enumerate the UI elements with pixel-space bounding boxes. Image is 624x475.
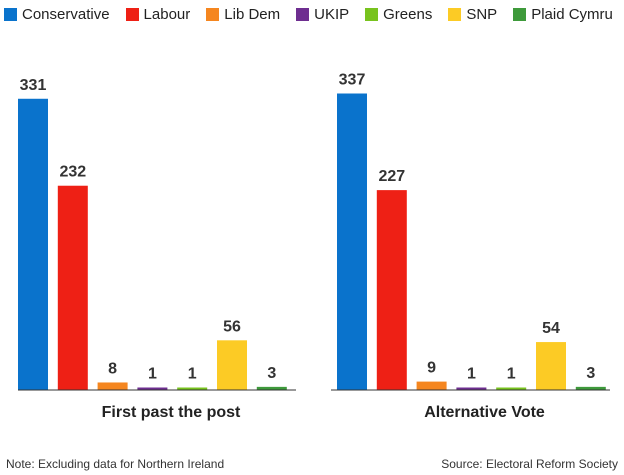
legend-item-plaid-cymru: Plaid Cymru	[513, 6, 613, 23]
legend-swatch	[125, 7, 139, 21]
legend-label: Conservative	[22, 5, 110, 23]
data-label: 232	[59, 164, 86, 181]
panel-title: Alternative Vote	[424, 404, 545, 421]
data-label: 1	[148, 366, 157, 383]
data-label: 331	[20, 77, 47, 94]
bar-conservative	[18, 98, 48, 390]
data-label: 1	[188, 366, 197, 383]
bar-labour	[376, 190, 407, 390]
legend-swatch	[206, 7, 220, 21]
legend-swatch	[4, 7, 17, 21]
chart-panel-2: 337 227 9 1 1 54 3 Alternative Vote	[331, 72, 610, 421]
bar-lib-dem	[97, 382, 128, 390]
legend-item-lib-dem: Lib Dem	[206, 6, 280, 23]
bar-ukip	[456, 387, 487, 390]
legend-label: Labour	[143, 5, 191, 23]
legend-item-conservative: Conservative	[4, 6, 110, 23]
legend-item-snp: SNP	[448, 6, 497, 23]
legend-swatch	[513, 7, 527, 21]
data-label: 3	[586, 365, 595, 382]
footnote-source: Source: Electoral Reform Society	[441, 457, 618, 471]
chart-legend: Conservative Labour Lib Dem UKIP Greens SNP Pl…	[4, 4, 613, 24]
legend-label: Plaid Cymru	[531, 5, 613, 23]
legend-label: Greens	[383, 5, 433, 23]
panel-title: First past the post	[102, 404, 241, 421]
legend-item-labour: Labour	[125, 5, 191, 23]
legend-label: SNP	[466, 5, 498, 23]
legend-swatch	[448, 7, 462, 21]
bar-ukip	[137, 387, 168, 390]
legend-item-ukip: UKIP	[296, 6, 349, 23]
bar-snp	[536, 342, 566, 390]
footnote-note: Note: Excluding data for Northern Irelan…	[6, 457, 225, 471]
bar-plaid-cymru	[575, 386, 606, 390]
data-label: 9	[427, 360, 436, 377]
legend-swatch	[365, 7, 379, 21]
data-label: 1	[507, 366, 516, 383]
legend-label: Lib Dem	[224, 5, 281, 23]
data-label: 54	[542, 320, 560, 337]
data-label: 8	[108, 360, 117, 377]
data-label: 56	[223, 318, 241, 335]
data-label: 337	[339, 72, 366, 89]
data-label: 227	[378, 168, 405, 185]
bar-snp	[217, 340, 247, 390]
data-label: 1	[467, 366, 476, 383]
legend-item-greens: Greens	[365, 6, 432, 23]
data-label: 3	[267, 365, 276, 382]
bar-greens	[496, 387, 527, 390]
bar-plaid-cymru	[256, 386, 287, 390]
bar-labour	[57, 185, 88, 390]
bar-lib-dem	[416, 381, 447, 390]
legend-label: UKIP	[314, 5, 350, 23]
legend-swatch	[296, 7, 310, 21]
bar-conservative	[337, 93, 367, 390]
chart-panel-1: 331 232 8 1 1 56 3 First past the post	[18, 77, 296, 421]
bar-greens	[177, 387, 208, 390]
